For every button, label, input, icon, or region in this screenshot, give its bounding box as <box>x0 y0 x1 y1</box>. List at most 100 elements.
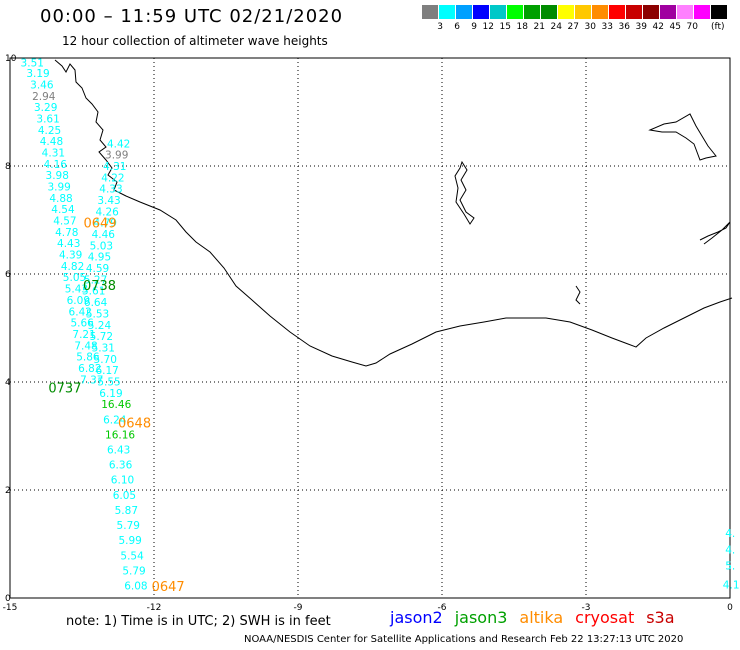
legend-label: 27 <box>567 22 579 32</box>
y-tick-label: 4 <box>5 378 11 388</box>
wave-height-value: 4.95 <box>88 252 111 264</box>
legend-swatch <box>626 5 643 19</box>
page-subtitle: 12 hour collection of altimeter wave hei… <box>62 34 328 48</box>
page-title: 00:00 – 11:59 UTC 02/21/2020 <box>40 6 344 27</box>
coast-nigeria-lakes <box>648 113 717 161</box>
legend-swatch <box>490 5 507 19</box>
legend-label: 42 <box>652 22 664 32</box>
wave-height-value: 3.43 <box>97 195 120 207</box>
wave-height-value: 2.94 <box>32 91 56 103</box>
credit-line: NOAA/NESDIS Center for Satellite Applica… <box>244 634 684 645</box>
x-tick-label: -3 <box>582 603 591 613</box>
x-tick-label: -12 <box>147 603 162 613</box>
wave-height-value: 6.17 <box>95 365 118 377</box>
wave-height-value: 3.19 <box>26 68 49 80</box>
wave-height-value: 4.43 <box>57 238 80 250</box>
wave-height-value: 4.26 <box>95 206 119 218</box>
wave-height-value: 4. <box>725 528 735 540</box>
pass-time-label: 0648 <box>118 417 151 432</box>
axis-ticks: -15 -12 -9 -6 -3 0 0 2 4 6 8 10 <box>3 54 733 613</box>
legend-swatch <box>422 5 439 19</box>
wave-height-value: 4.31 <box>103 161 126 173</box>
wave-height-value: 6.43 <box>107 445 130 457</box>
satellite-jason3: jason3 <box>454 608 508 627</box>
coastline-west-africa <box>54 59 733 367</box>
wave-height-value: 4.16 <box>44 159 68 171</box>
wave-height-value: 4.39 <box>59 250 82 262</box>
satellite-legend: jason2 jason3 altika cryosat s3a <box>390 608 687 627</box>
wave-height-value: 6.08 <box>124 581 147 593</box>
wave-height-value: 5.31 <box>92 342 115 354</box>
wave-height-value: 5.79 <box>117 520 140 532</box>
legend-swatch <box>473 5 490 19</box>
legend-swatch <box>677 5 694 19</box>
y-tick-label: 2 <box>5 486 11 496</box>
legend-swatch <box>541 5 558 19</box>
river-fragment-east <box>699 221 731 245</box>
wave-height-value: 6.19 <box>99 388 122 400</box>
wave-height-value: 7.37 <box>80 374 103 386</box>
legend-label: 45 <box>669 22 681 32</box>
wave-height-value: 3.61 <box>36 113 59 125</box>
wave-height-value: 4.33 <box>99 184 122 196</box>
wave-height-value: 4.57 <box>53 216 76 228</box>
wave-height-value: 3.29 <box>34 102 57 114</box>
footnote: note: 1) Time is in UTC; 2) SWH is in fe… <box>66 614 331 629</box>
legend-label: 36 <box>618 22 630 32</box>
wave-height-value: 4.88 <box>49 193 72 205</box>
wave-height-value: 6.64 <box>84 297 108 309</box>
wave-height-value: 5.66 <box>70 318 94 330</box>
wave-height-value: 5.87 <box>115 505 138 517</box>
wave-height-value: 5.53 <box>86 308 109 320</box>
wave-height-value: 3.46 <box>30 79 54 91</box>
wave-height-value: 3.99 <box>105 150 128 162</box>
legend-label: 33 <box>601 22 613 32</box>
wave-height-value: 6.42 <box>69 306 92 318</box>
map-grid <box>10 58 730 598</box>
legend-label: 24 <box>550 22 562 32</box>
wave-height-value: 3.51 <box>21 57 44 69</box>
legend-label: 12 <box>482 22 494 32</box>
wave-height-value: 4.42 <box>107 138 130 150</box>
legend-label: 15 <box>499 22 511 32</box>
wave-height-value: 5.55 <box>97 376 120 388</box>
pass-time-label: 0737 <box>48 381 81 396</box>
wave-height-value: 6.10 <box>111 475 134 487</box>
wave-height-value: 4.25 <box>38 125 61 137</box>
wave-height-value: 3.99 <box>47 182 70 194</box>
altimeter-track-values: 3.513.193.462.943.293.614.254.484.314.16… <box>21 57 740 592</box>
legend-swatch <box>643 5 660 19</box>
wave-height-value: 4.79 <box>94 218 117 230</box>
legend-swatch <box>694 5 711 19</box>
wave-height-value: 5.54 <box>120 550 144 562</box>
wave-height-value: 5.05 <box>63 272 86 284</box>
wave-height-value: 4.48 <box>40 136 63 148</box>
satellite-jason2: jason2 <box>390 608 443 627</box>
wave-height-value: 16.46 <box>101 399 131 411</box>
wave-height-value: 7.48 <box>74 340 97 352</box>
pass-time-label: 0738 <box>83 279 116 294</box>
map-frame <box>9 57 731 599</box>
wave-height-value: 6.09 <box>67 295 90 307</box>
legend-swatch <box>592 5 609 19</box>
legend-swatch <box>558 5 575 19</box>
legend-swatch <box>439 5 456 19</box>
wave-height-value: 7.21 <box>72 329 95 341</box>
wave-height-value: 4.78 <box>55 227 78 239</box>
satellite-s3a: s3a <box>646 608 675 627</box>
wave-height-value: 4. <box>725 544 735 556</box>
legend-swatch <box>575 5 592 19</box>
wave-height-value: 5.79 <box>122 565 145 577</box>
wave-height-value: 3.98 <box>46 170 69 182</box>
wave-height-value: 5.86 <box>76 352 100 364</box>
wave-height-value: 5.27 <box>84 274 107 286</box>
legend-label: 21 <box>533 22 545 32</box>
wave-height-value: 4.1 <box>723 580 740 592</box>
legend-label: 39 <box>635 22 647 32</box>
wave-height-value: 5.24 <box>88 320 112 332</box>
wave-height-value: 5.70 <box>94 354 117 366</box>
pass-time-label: 0649 <box>83 217 116 232</box>
legend-unit: (ft) <box>711 22 725 32</box>
x-tick-label: -15 <box>3 603 18 613</box>
